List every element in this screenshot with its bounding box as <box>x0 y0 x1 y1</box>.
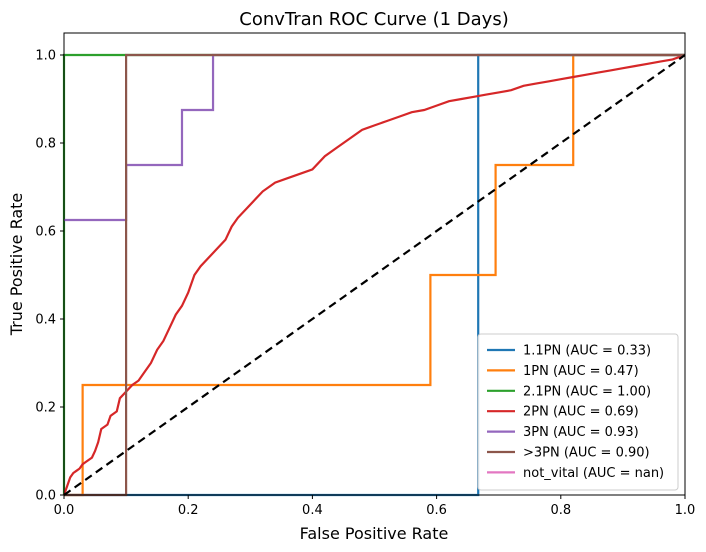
y-axis-label: True Positive Rate <box>7 193 26 337</box>
series-line-3 <box>62 53 686 496</box>
legend-label-2: 2.1PN (AUC = 1.00) <box>523 384 651 399</box>
y-tick-label: 0.0 <box>35 489 56 504</box>
x-axis-ticks: 0.0 0.2 0.4 0.6 0.8 1.0 <box>54 495 696 518</box>
legend-label-5: >3PN (AUC = 0.90) <box>523 446 650 461</box>
y-tick-label: 0.4 <box>35 313 56 328</box>
x-tick-label: 1.0 <box>675 503 696 518</box>
y-axis-ticks: 0.0 0.2 0.4 0.6 0.8 1.0 <box>35 49 64 504</box>
x-tick-label: 0.4 <box>302 503 323 518</box>
legend: 1.1PN (AUC = 0.33) 1PN (AUC = 0.47) 2.1PN … <box>477 333 679 491</box>
legend-box <box>477 333 679 491</box>
legend-label-0: 1.1PN (AUC = 0.33) <box>523 344 651 359</box>
x-tick-label: 0.6 <box>426 503 447 518</box>
x-axis-label: False Positive Rate <box>300 524 449 543</box>
chart-title: ConvTran ROC Curve (1 Days) <box>239 9 508 30</box>
legend-label-6: not_vital (AUC = nan) <box>523 466 664 481</box>
chance-diagonal-line <box>63 54 686 496</box>
x-tick-label: 0.8 <box>550 503 571 518</box>
y-tick-label: 0.6 <box>35 225 56 240</box>
x-tick-label: 0.2 <box>178 503 199 518</box>
y-tick-label: 0.2 <box>35 401 56 416</box>
y-tick-label: 1.0 <box>35 49 56 64</box>
plot-frame <box>63 32 686 496</box>
legend-label-3: 2PN (AUC = 0.69) <box>523 405 639 420</box>
y-tick-label: 0.8 <box>35 137 56 152</box>
legend-label-4: 3PN (AUC = 0.93) <box>523 425 639 440</box>
legend-label-1: 1PN (AUC = 0.47) <box>523 364 639 379</box>
series-line-1 <box>64 53 685 497</box>
x-tick-label: 0.0 <box>54 503 75 518</box>
